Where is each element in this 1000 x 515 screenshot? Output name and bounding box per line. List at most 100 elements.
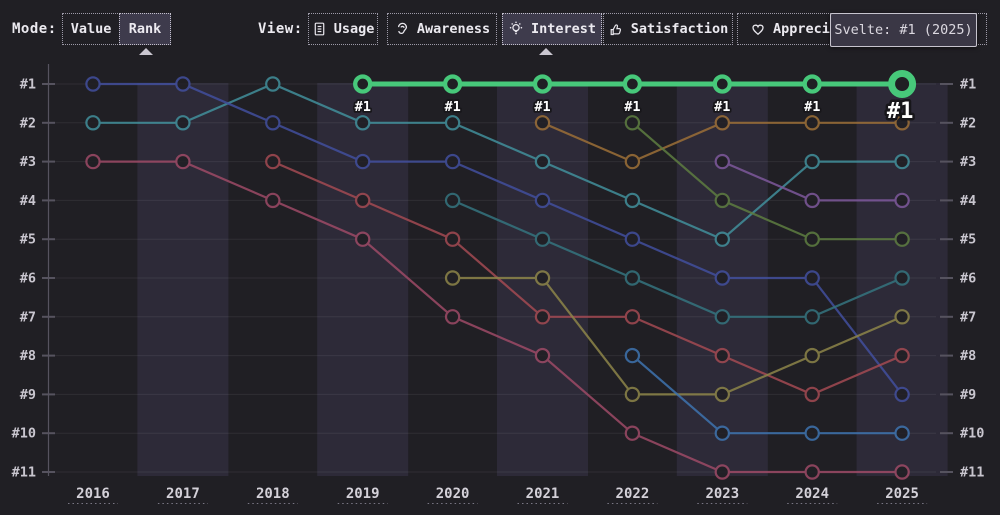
- data-point[interactable]: [175, 115, 191, 131]
- year-label[interactable]: 2024: [795, 486, 829, 502]
- data-point[interactable]: [355, 231, 371, 247]
- data-point[interactable]: [804, 192, 820, 209]
- data-point[interactable]: [894, 192, 910, 209]
- rank-label-left: #6: [20, 271, 36, 287]
- data-point[interactable]: [85, 115, 101, 131]
- data-point[interactable]: [265, 76, 281, 92]
- series-series-pink: [85, 153, 910, 480]
- year-label[interactable]: 2018: [256, 486, 290, 502]
- data-point[interactable]: [804, 425, 820, 441]
- view-satisfaction-button[interactable]: Satisfaction: [603, 13, 733, 45]
- data-point[interactable]: [714, 309, 731, 325]
- data-point[interactable]: [265, 153, 281, 170]
- data-point[interactable]: [444, 270, 461, 286]
- heart-icon: [752, 24, 764, 36]
- year-label[interactable]: 2019: [346, 486, 380, 502]
- data-point[interactable]: [175, 76, 191, 92]
- data-point[interactable]: [534, 153, 551, 170]
- data-point[interactable]: [714, 386, 731, 403]
- data-point[interactable]: [894, 347, 910, 364]
- data-point[interactable]: [355, 192, 371, 209]
- data-point[interactable]: [444, 115, 461, 131]
- data-point[interactable]: [624, 192, 641, 209]
- rank-label-left: #8: [20, 348, 36, 364]
- data-point[interactable]: [804, 347, 820, 364]
- data-point[interactable]: [804, 386, 820, 403]
- data-point[interactable]: [804, 231, 820, 247]
- data-point[interactable]: [85, 76, 101, 92]
- data-point[interactable]: [624, 347, 641, 364]
- data-point[interactable]: [175, 153, 191, 170]
- view-awareness-button[interactable]: Awareness: [387, 13, 497, 45]
- data-point[interactable]: [624, 153, 641, 170]
- year-label[interactable]: 2017: [166, 486, 200, 502]
- data-point[interactable]: [85, 153, 101, 170]
- data-point[interactable]: [894, 309, 910, 325]
- data-point[interactable]: [894, 153, 910, 170]
- data-point[interactable]: [714, 347, 731, 364]
- data-point[interactable]: [714, 115, 731, 131]
- data-point-svelte[interactable]: [712, 74, 732, 94]
- data-point[interactable]: [534, 347, 551, 364]
- data-point[interactable]: [624, 425, 641, 441]
- data-point[interactable]: [804, 270, 820, 286]
- data-point[interactable]: [804, 153, 820, 170]
- data-point[interactable]: [894, 270, 910, 286]
- rank-label-right: #4: [960, 193, 976, 209]
- data-point[interactable]: [624, 115, 641, 131]
- data-point[interactable]: [804, 115, 820, 131]
- year-label[interactable]: 2016: [76, 486, 110, 502]
- data-point[interactable]: [534, 115, 551, 131]
- data-point[interactable]: [894, 386, 910, 403]
- data-point[interactable]: [894, 115, 910, 131]
- year-label[interactable]: 2022: [616, 486, 650, 502]
- data-point[interactable]: [534, 192, 551, 209]
- rank-label-left: #10: [12, 426, 36, 442]
- data-point[interactable]: [624, 386, 641, 403]
- data-point[interactable]: [714, 270, 731, 286]
- rank-label-left: #3: [20, 154, 36, 170]
- data-point[interactable]: [714, 231, 731, 247]
- data-point[interactable]: [355, 153, 371, 170]
- data-point[interactable]: [444, 192, 461, 209]
- data-point[interactable]: [355, 115, 371, 131]
- data-point[interactable]: [804, 464, 820, 480]
- satisfaction-label: Satisfaction: [630, 21, 729, 37]
- year-label[interactable]: 2023: [705, 486, 739, 502]
- data-point-svelte[interactable]: [888, 70, 917, 98]
- data-point[interactable]: [714, 425, 731, 441]
- mode-value-button[interactable]: Value: [62, 13, 120, 45]
- mode-rank-button[interactable]: Rank: [119, 13, 171, 45]
- data-point[interactable]: [444, 309, 461, 325]
- data-point[interactable]: [894, 231, 910, 247]
- data-point[interactable]: [534, 309, 551, 325]
- year-label[interactable]: 2025: [885, 486, 919, 502]
- data-point[interactable]: [444, 153, 461, 170]
- data-point[interactable]: [444, 231, 461, 247]
- series-series-olive-green: [624, 115, 910, 247]
- data-point[interactable]: [265, 115, 281, 131]
- data-point-svelte[interactable]: [442, 74, 463, 94]
- data-point[interactable]: [534, 231, 551, 247]
- data-point[interactable]: [624, 270, 641, 286]
- data-point-svelte[interactable]: [802, 74, 822, 94]
- year-label[interactable]: 2021: [526, 486, 560, 502]
- data-point[interactable]: [714, 153, 731, 170]
- data-point[interactable]: [714, 192, 731, 209]
- data-point[interactable]: [894, 464, 910, 480]
- data-point[interactable]: [534, 270, 551, 286]
- data-point-svelte[interactable]: [532, 74, 553, 94]
- data-point[interactable]: [265, 192, 281, 209]
- data-point[interactable]: [624, 231, 641, 247]
- highlight-series-Svelte: #1 #1 #1 #1 #1 #1 #1: [353, 70, 917, 127]
- data-point[interactable]: [894, 425, 910, 441]
- view-usage-button[interactable]: Usage: [308, 13, 378, 45]
- data-point-svelte[interactable]: [622, 74, 643, 94]
- view-interest-button[interactable]: Interest: [502, 13, 602, 45]
- data-point[interactable]: [714, 464, 731, 480]
- year-label[interactable]: 2020: [436, 486, 470, 502]
- data-point-svelte[interactable]: [353, 74, 373, 94]
- data-point[interactable]: [624, 309, 641, 325]
- data-point[interactable]: [804, 309, 820, 325]
- rank-point-label: #1: [804, 99, 820, 115]
